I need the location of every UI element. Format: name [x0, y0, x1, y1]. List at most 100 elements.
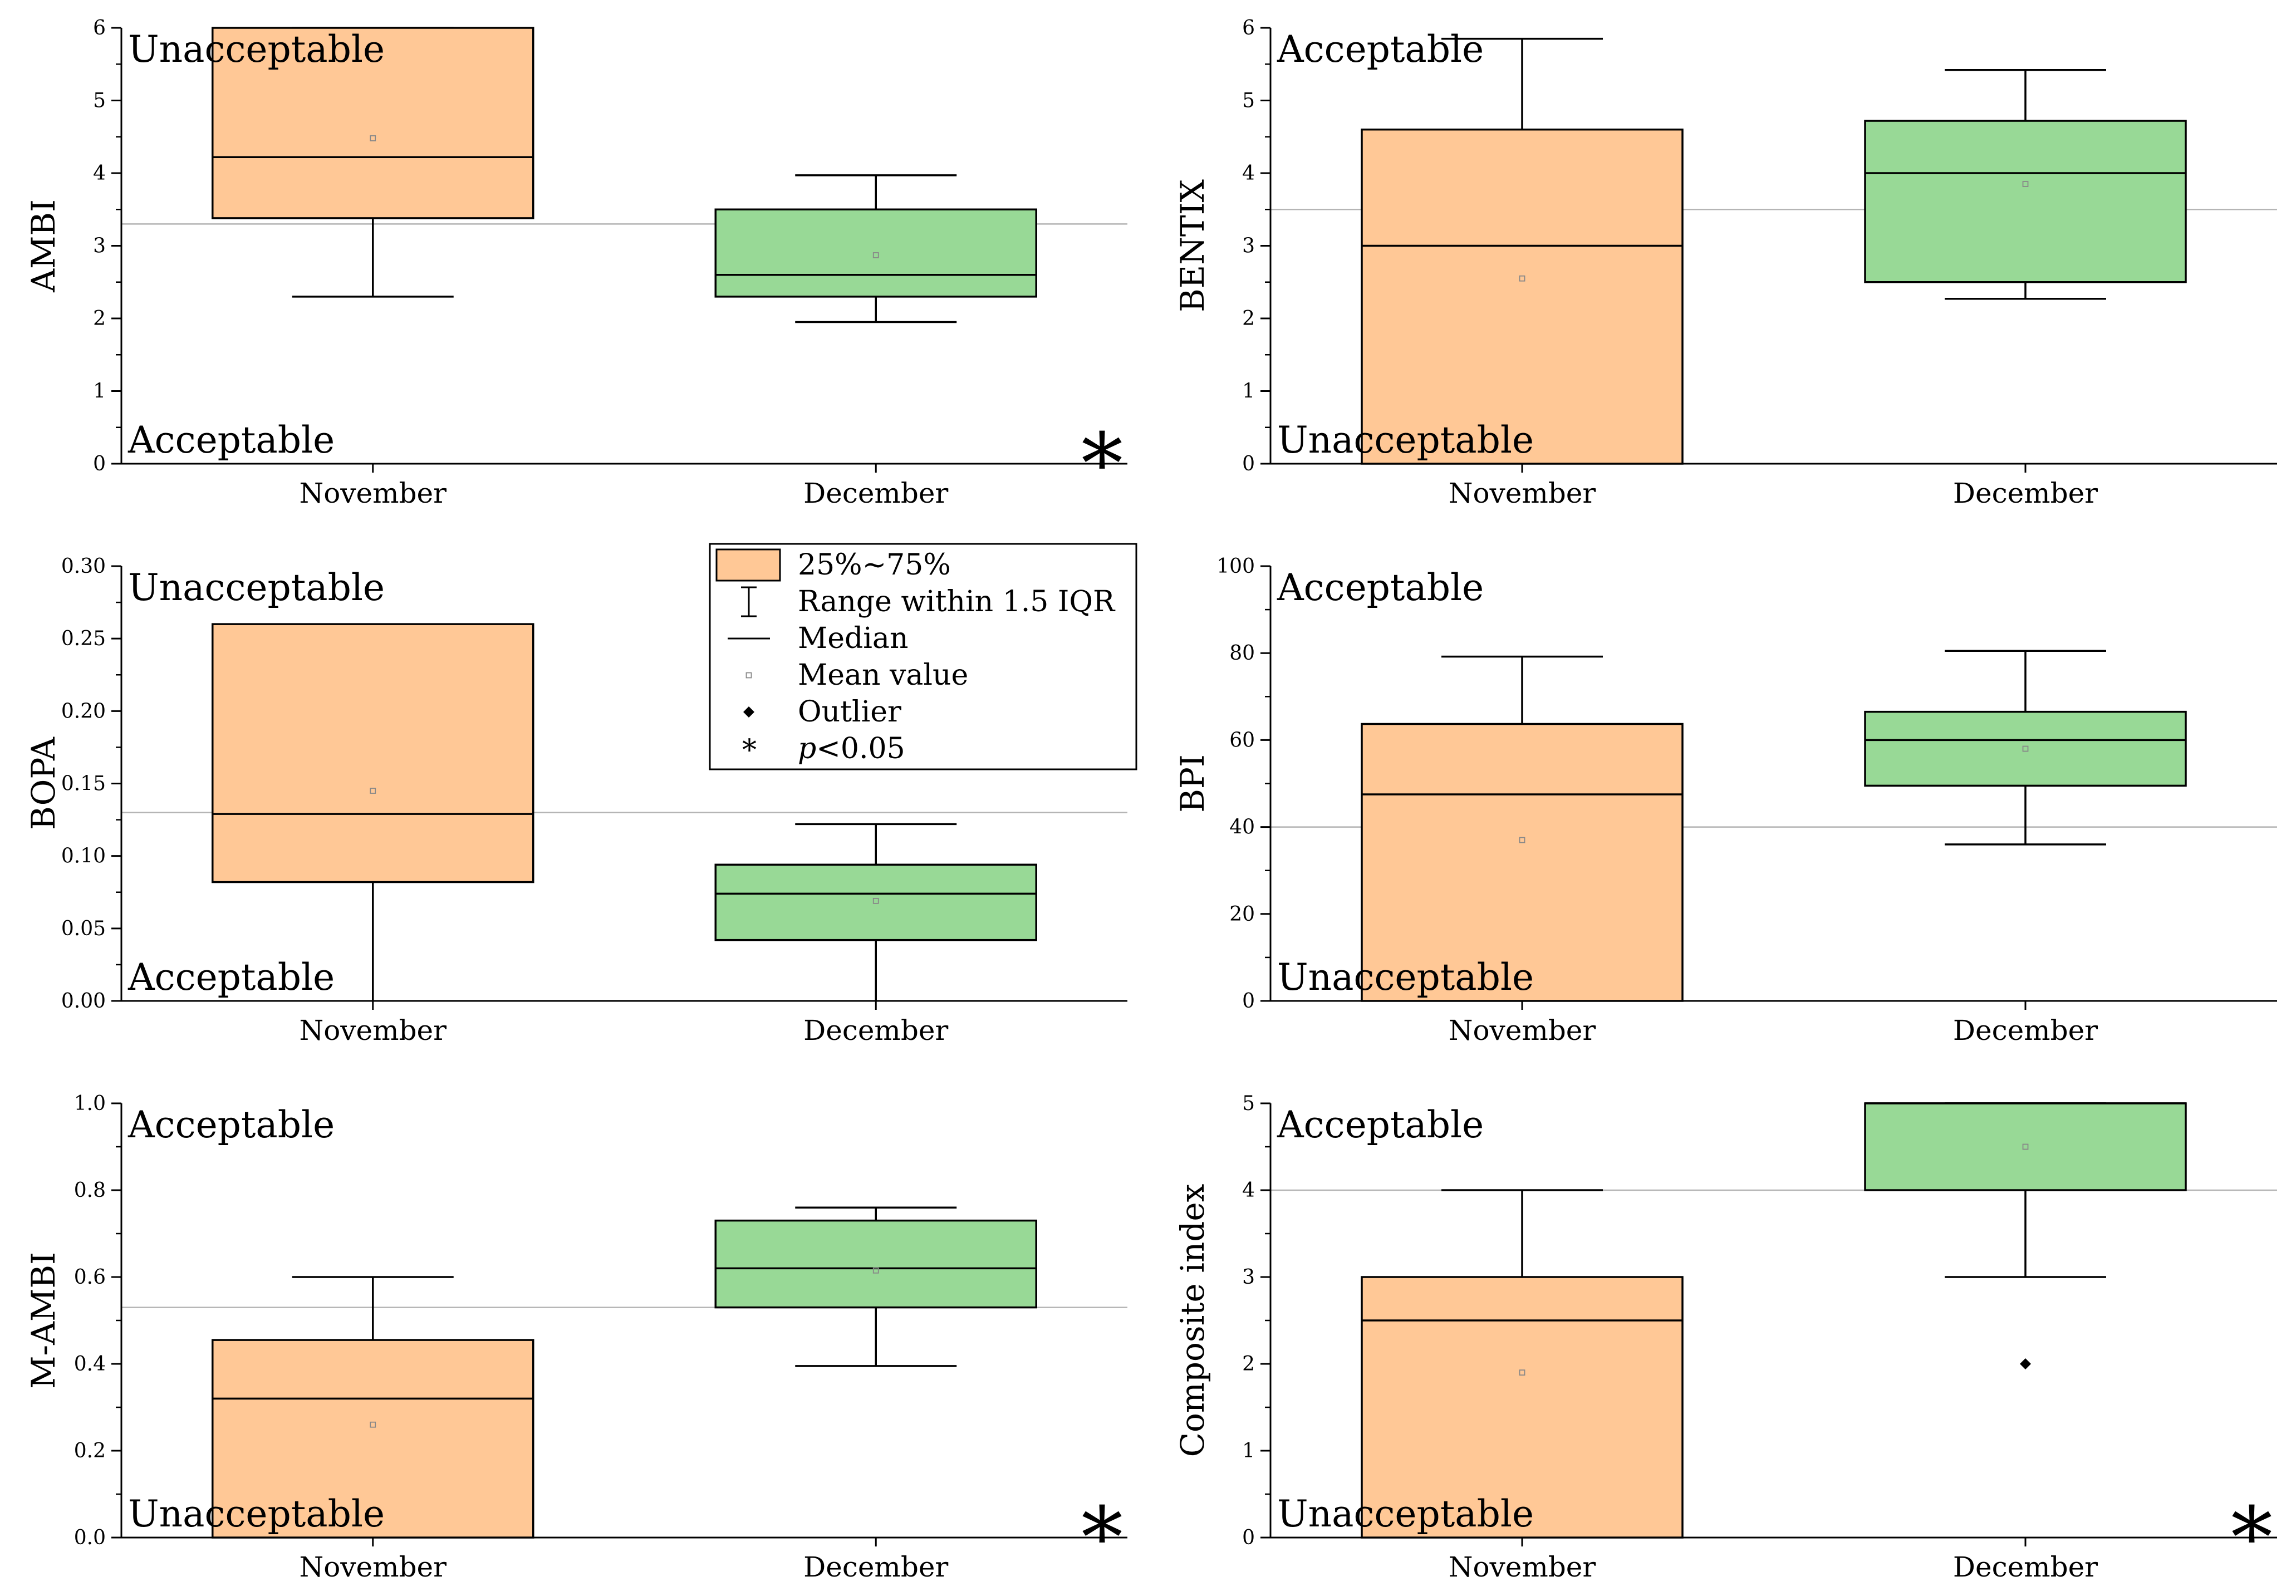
mean-point: [1519, 837, 1525, 843]
zone-label-bottom: Acceptable: [127, 956, 335, 999]
box-group-december: [714, 823, 1037, 1001]
y-tick-label: 0.6: [74, 1266, 106, 1289]
zone-label-bottom: Unacceptable: [1277, 1492, 1534, 1535]
box-iqr: [1361, 723, 1684, 1002]
zone-label-top: Unacceptable: [128, 566, 385, 609]
x-tick-label: November: [299, 477, 447, 509]
x-tick-label: December: [803, 1014, 948, 1047]
mean-point: [2022, 745, 2029, 752]
box-group-december: [1864, 1102, 2187, 1369]
x-tick-label: December: [803, 477, 948, 509]
y-tick-label: 1: [1242, 380, 1255, 403]
legend-label: p<0.05: [798, 732, 905, 765]
mean-point: [872, 1267, 879, 1274]
mean-point: [370, 1421, 376, 1428]
legend-box-swatch: [715, 548, 781, 582]
box-iqr: [212, 623, 534, 883]
y-tick-label: 1.0: [74, 1092, 106, 1115]
mean-point: [872, 252, 879, 258]
box-group-december: [714, 1206, 1037, 1367]
zone-label-top: Acceptable: [1277, 1103, 1484, 1146]
panel-m-ambi: 0.0 0.2 0.4 0.6 0.8 1.0 November December M-AMBI…: [24, 1092, 1127, 1587]
zone-label-bottom: Acceptable: [127, 419, 335, 461]
y-axis-label: BENTIX: [1174, 179, 1211, 312]
y-tick-label: 3: [1242, 1266, 1255, 1289]
legend-label: Median: [798, 622, 908, 655]
y-tick-label: 1: [93, 380, 106, 403]
legend-item-box: 25%~75%: [715, 548, 951, 582]
box-iqr: [714, 863, 1037, 941]
x-tick-label: December: [1953, 477, 2098, 509]
legend-outlier-marker: [743, 706, 754, 718]
legend-mean-marker: [745, 672, 752, 679]
y-tick-label: 0.15: [61, 773, 106, 795]
y-tick-label: 0.10: [61, 845, 106, 868]
y-tick-label: 0: [1242, 453, 1255, 475]
zone-label-top: Unacceptable: [128, 28, 385, 71]
y-tick-label: 40: [1229, 816, 1255, 839]
y-tick-label: 4: [1242, 162, 1255, 185]
box-iqr: [1361, 128, 1684, 465]
y-tick-label: 0.0: [74, 1526, 106, 1549]
y-tick-label: 5: [1242, 90, 1255, 112]
mean-point: [872, 897, 879, 904]
y-tick-label: 0.05: [61, 917, 106, 940]
y-tick-label: 1: [1242, 1440, 1255, 1462]
box-group-december: [1864, 68, 2187, 300]
y-tick-label: 6: [1242, 17, 1255, 40]
legend-label: Mean value: [798, 659, 968, 692]
panel-composite-index: 0 1 2 3 4 5 November December Composite index Acc…: [1174, 1092, 2277, 1587]
y-tick-label: 3: [93, 235, 106, 258]
x-tick-label: November: [1449, 477, 1596, 509]
y-axis-label: BOPA: [24, 736, 62, 830]
x-tick-label: November: [299, 1551, 447, 1583]
zone-label-top: Acceptable: [1277, 566, 1484, 609]
x-tick-label: November: [299, 1014, 447, 1047]
box-iqr: [1864, 710, 2187, 787]
y-axis-label: AMBI: [24, 199, 62, 293]
box-group-november: [1361, 655, 1684, 1002]
panel-ambi: 0 1 2 3 4 5 6 November December AMBI Unacceptable A…: [24, 17, 1127, 513]
y-tick-label: 6: [93, 17, 106, 40]
zone-label-bottom: Unacceptable: [1277, 419, 1534, 461]
box-iqr: [1864, 120, 2187, 283]
box-group-november: [1361, 1189, 1684, 1539]
outlier-point: [2020, 1358, 2031, 1369]
box-group-november: [212, 1276, 534, 1539]
y-tick-label: 0.25: [61, 627, 106, 650]
y-tick-label: 4: [1242, 1179, 1255, 1202]
y-tick-label: 5: [1242, 1092, 1255, 1115]
mean-point: [1519, 1369, 1525, 1376]
box-iqr: [212, 1339, 534, 1539]
mean-point: [2022, 1143, 2029, 1150]
y-tick-label: 60: [1229, 729, 1255, 752]
box-iqr: [1864, 1102, 2187, 1191]
box-iqr: [212, 27, 534, 219]
y-tick-label: 0.4: [74, 1353, 106, 1376]
legend-item-star: * p<0.05: [742, 732, 905, 767]
y-tick-label: 2: [1242, 307, 1255, 330]
legend-star-marker: *: [742, 734, 757, 767]
y-axis-label: BPI: [1174, 754, 1211, 813]
y-tick-label: 80: [1229, 642, 1255, 665]
y-tick-label: 2: [93, 307, 106, 330]
legend-label: Outlier: [798, 695, 901, 729]
y-tick-label: 0.8: [74, 1179, 106, 1202]
zone-label-top: Acceptable: [1277, 28, 1484, 71]
box-group-november: [212, 623, 534, 1001]
y-tick-label: 0: [1242, 990, 1255, 1013]
box-group-december: [714, 174, 1037, 323]
y-tick-label: 20: [1229, 903, 1255, 926]
mean-point: [370, 788, 376, 794]
panel-bpi: 0 20 40 60 80 100 November December BPI Acceptabl…: [1174, 555, 2277, 1047]
legend-frame: [709, 543, 1137, 770]
legend-item-mean: Mean value: [745, 659, 968, 692]
y-tick-label: 5: [93, 90, 106, 112]
y-tick-label: 0: [1242, 1526, 1255, 1549]
y-tick-label: 2: [1242, 1353, 1255, 1376]
x-tick-label: November: [1449, 1551, 1596, 1583]
panel-bopa: 0.00 0.05 0.10 0.15 0.20 0.25 0.30 November Dece…: [24, 555, 1127, 1047]
y-axis-label: M-AMBI: [24, 1252, 62, 1389]
box-iqr: [714, 1219, 1037, 1309]
